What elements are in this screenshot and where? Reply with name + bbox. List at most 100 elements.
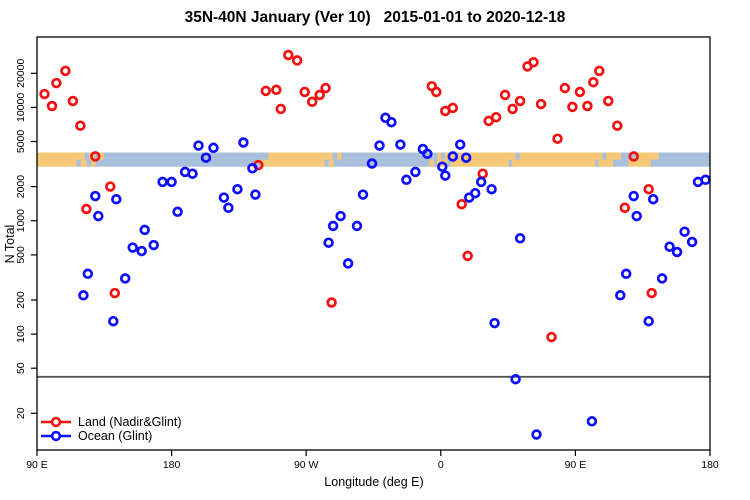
data-point-ocean — [93, 210, 104, 222]
legend-label-land: Land (Nadir&Glint) — [78, 415, 182, 429]
data-point-land — [314, 89, 325, 101]
data-point-ocean — [401, 174, 412, 186]
data-point-land — [105, 181, 116, 192]
band-segment-ocean — [99, 152, 265, 167]
y-tick-label: 200 — [15, 291, 27, 309]
band-segment-land — [515, 152, 600, 167]
band-coast-notch — [264, 152, 269, 160]
data-point-ocean — [586, 416, 598, 427]
data-point-ocean — [679, 226, 690, 237]
data-point-ocean — [342, 258, 354, 269]
data-point-land — [90, 151, 101, 162]
data-point-ocean — [366, 158, 378, 169]
data-point-land — [271, 84, 282, 96]
y-tick-label: 20000 — [15, 59, 27, 88]
series-land — [39, 49, 657, 343]
data-point-ocean — [223, 202, 234, 214]
data-point-land — [619, 202, 631, 214]
data-point-ocean — [460, 152, 472, 163]
data-point-ocean — [200, 152, 212, 163]
band-coast-notch — [333, 159, 338, 167]
band-coast-notch — [433, 159, 438, 167]
band-coast-notch — [451, 152, 456, 160]
data-point-land — [75, 120, 86, 131]
data-point-land — [462, 250, 473, 262]
data-point-ocean — [136, 245, 147, 257]
data-point-ocean — [148, 239, 159, 251]
x-tick-label: 90 E — [565, 459, 587, 471]
data-point-ocean — [454, 139, 466, 150]
y-axis-title: N Total — [3, 225, 17, 264]
data-point-ocean — [664, 241, 675, 252]
data-point-ocean — [440, 170, 451, 181]
band-coast-notch — [613, 159, 618, 167]
band-coast-notch — [429, 159, 434, 167]
data-point-land — [326, 297, 337, 308]
band-coast-notch — [511, 159, 516, 167]
chart-title: 35N-40N January (Ver 10) 2015-01-01 to 2… — [184, 9, 566, 26]
data-point-land — [612, 120, 623, 131]
data-point-ocean — [238, 137, 249, 148]
data-point-ocean — [187, 168, 198, 179]
band-coast-notch — [515, 152, 520, 160]
data-point-land — [39, 88, 50, 100]
data-point-land — [535, 98, 547, 110]
data-point-land — [594, 65, 605, 77]
data-point-ocean — [139, 224, 150, 236]
data-point-ocean — [486, 183, 497, 195]
data-point-land — [603, 95, 614, 107]
data-point-land — [275, 103, 287, 115]
data-point-ocean — [422, 148, 433, 160]
band-coast-notch — [440, 152, 445, 160]
data-point-ocean — [686, 236, 698, 248]
data-point-land — [559, 82, 571, 94]
y-tick-label: 2000 — [15, 175, 27, 199]
data-point-ocean — [323, 237, 334, 248]
band-segment-ocean — [654, 152, 710, 167]
data-point-land — [514, 95, 526, 107]
y-tick-label: 1000 — [15, 209, 27, 233]
data-point-ocean — [437, 161, 448, 172]
y-tick-label: 5000 — [15, 130, 27, 154]
data-point-ocean — [108, 315, 119, 327]
data-point-ocean — [489, 317, 500, 329]
data-point-ocean — [157, 176, 168, 188]
data-point-ocean — [671, 246, 683, 258]
legend-marker-land-icon — [50, 416, 62, 428]
x-tick-label: 90 W — [294, 459, 319, 471]
band-coast-notch — [91, 159, 96, 167]
data-point-ocean — [656, 273, 668, 284]
data-point-ocean — [247, 163, 258, 174]
band-coast-notch — [654, 152, 659, 160]
data-point-ocean — [531, 429, 542, 440]
data-point-land — [81, 203, 92, 215]
data-point-land — [477, 168, 488, 179]
band-coast-notch — [80, 159, 85, 167]
data-point-ocean — [351, 220, 363, 232]
data-point-land — [283, 49, 294, 61]
data-point-land — [109, 287, 121, 299]
data-point-land — [320, 82, 331, 94]
y-tick-label: 10000 — [15, 93, 27, 122]
data-point-ocean — [172, 206, 183, 218]
data-point-land — [499, 89, 511, 101]
data-point-land — [447, 102, 459, 114]
data-point-ocean — [475, 176, 487, 188]
y-tick-label: 20 — [15, 407, 27, 419]
data-point-ocean — [208, 142, 219, 154]
data-point-land — [490, 111, 502, 123]
band-coast-notch — [329, 159, 334, 167]
band-coast-notch — [650, 159, 655, 167]
band-coast-notch — [337, 152, 342, 160]
data-point-ocean — [82, 268, 94, 280]
band-coast-notch — [512, 152, 517, 160]
data-point-ocean — [615, 290, 626, 301]
data-point-ocean — [643, 315, 654, 327]
band-coast-notch — [599, 152, 604, 160]
data-point-ocean — [218, 192, 230, 203]
band-segment-land — [264, 152, 329, 167]
x-tick-label: 0 — [438, 459, 444, 471]
data-point-ocean — [193, 140, 204, 151]
data-point-land — [546, 331, 557, 343]
